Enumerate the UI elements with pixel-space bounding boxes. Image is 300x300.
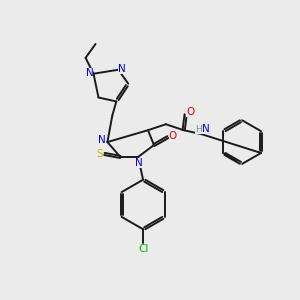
Text: O: O	[169, 131, 177, 141]
Text: H: H	[195, 125, 202, 134]
Text: N: N	[98, 135, 105, 145]
Text: S: S	[96, 149, 103, 159]
Text: Cl: Cl	[138, 244, 148, 254]
Text: N: N	[135, 158, 143, 168]
Text: N: N	[202, 124, 209, 134]
Text: O: O	[187, 107, 195, 117]
Text: N: N	[118, 64, 126, 74]
Text: N: N	[86, 68, 93, 78]
